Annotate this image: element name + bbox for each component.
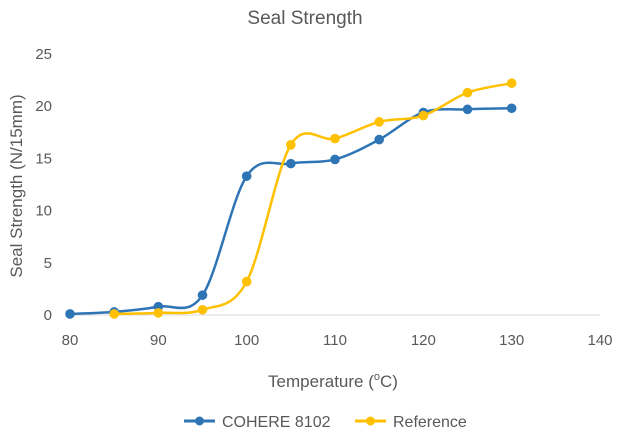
data-point-cohere-8102 — [374, 134, 384, 145]
legend-marker-cohere — [195, 416, 204, 426]
x-tick-label: 120 — [411, 332, 436, 349]
x-tick-label: 90 — [150, 332, 167, 349]
x-tick-label: 80 — [62, 332, 79, 349]
data-point-cohere-8102 — [330, 154, 340, 165]
data-point-reference — [418, 110, 429, 121]
data-point-cohere-8102 — [65, 309, 75, 319]
x-tick-label: 130 — [499, 332, 524, 349]
y-tick-label: 5 — [44, 255, 52, 272]
data-point-cohere-8102 — [506, 103, 517, 114]
data-point-reference — [241, 276, 252, 287]
y-tick-label: 0 — [44, 307, 52, 324]
data-point-reference — [462, 87, 473, 98]
data-point-reference — [506, 78, 517, 89]
data-point-cohere-8102 — [197, 290, 208, 300]
x-axis-title-main: Temperature ( — [268, 372, 374, 391]
data-point-reference — [286, 140, 296, 150]
data-point-reference — [153, 308, 164, 318]
data-point-reference — [197, 304, 208, 315]
data-point-reference — [109, 309, 119, 319]
y-tick-label: 25 — [35, 46, 52, 63]
series-line-reference — [112, 81, 513, 316]
data-point-cohere-8102 — [462, 104, 473, 115]
chart-title: Seal Strength — [247, 8, 362, 29]
legend-marker-reference — [366, 416, 375, 426]
legend-label-cohere: COHERE 8102 — [222, 414, 331, 431]
legend-item-reference: Reference — [355, 414, 467, 431]
y-tick-label: 10 — [35, 203, 52, 220]
y-tick-label: 20 — [35, 98, 52, 115]
data-point-reference — [330, 133, 340, 144]
y-tick-label: 15 — [35, 150, 52, 167]
x-axis-title: Temperature (oC) — [268, 371, 398, 391]
series-reference — [109, 78, 517, 319]
series-cohere-8102 — [65, 103, 517, 319]
data-point-cohere-8102 — [286, 158, 296, 169]
x-tick-label: 140 — [587, 332, 612, 349]
x-axis-ticks: 80 90 100 110 120 130 140 — [62, 332, 613, 349]
y-axis-ticks: 0 5 10 15 20 25 — [35, 46, 52, 324]
x-tick-label: 110 — [323, 332, 347, 349]
y-axis-title: Seal Strength (N/15mm) — [7, 94, 26, 277]
series-layer — [65, 78, 517, 319]
x-axis-title-sup: o — [374, 371, 380, 383]
legend: COHERE 8102 Reference — [184, 414, 467, 431]
legend-label-reference: Reference — [393, 414, 467, 431]
legend-item-cohere: COHERE 8102 — [184, 414, 331, 431]
series-line-cohere-8102 — [68, 107, 513, 316]
x-axis-title-unit: C) — [380, 372, 398, 391]
data-point-cohere-8102 — [241, 171, 252, 181]
x-tick-label: 100 — [234, 332, 259, 349]
data-point-reference — [374, 117, 384, 127]
